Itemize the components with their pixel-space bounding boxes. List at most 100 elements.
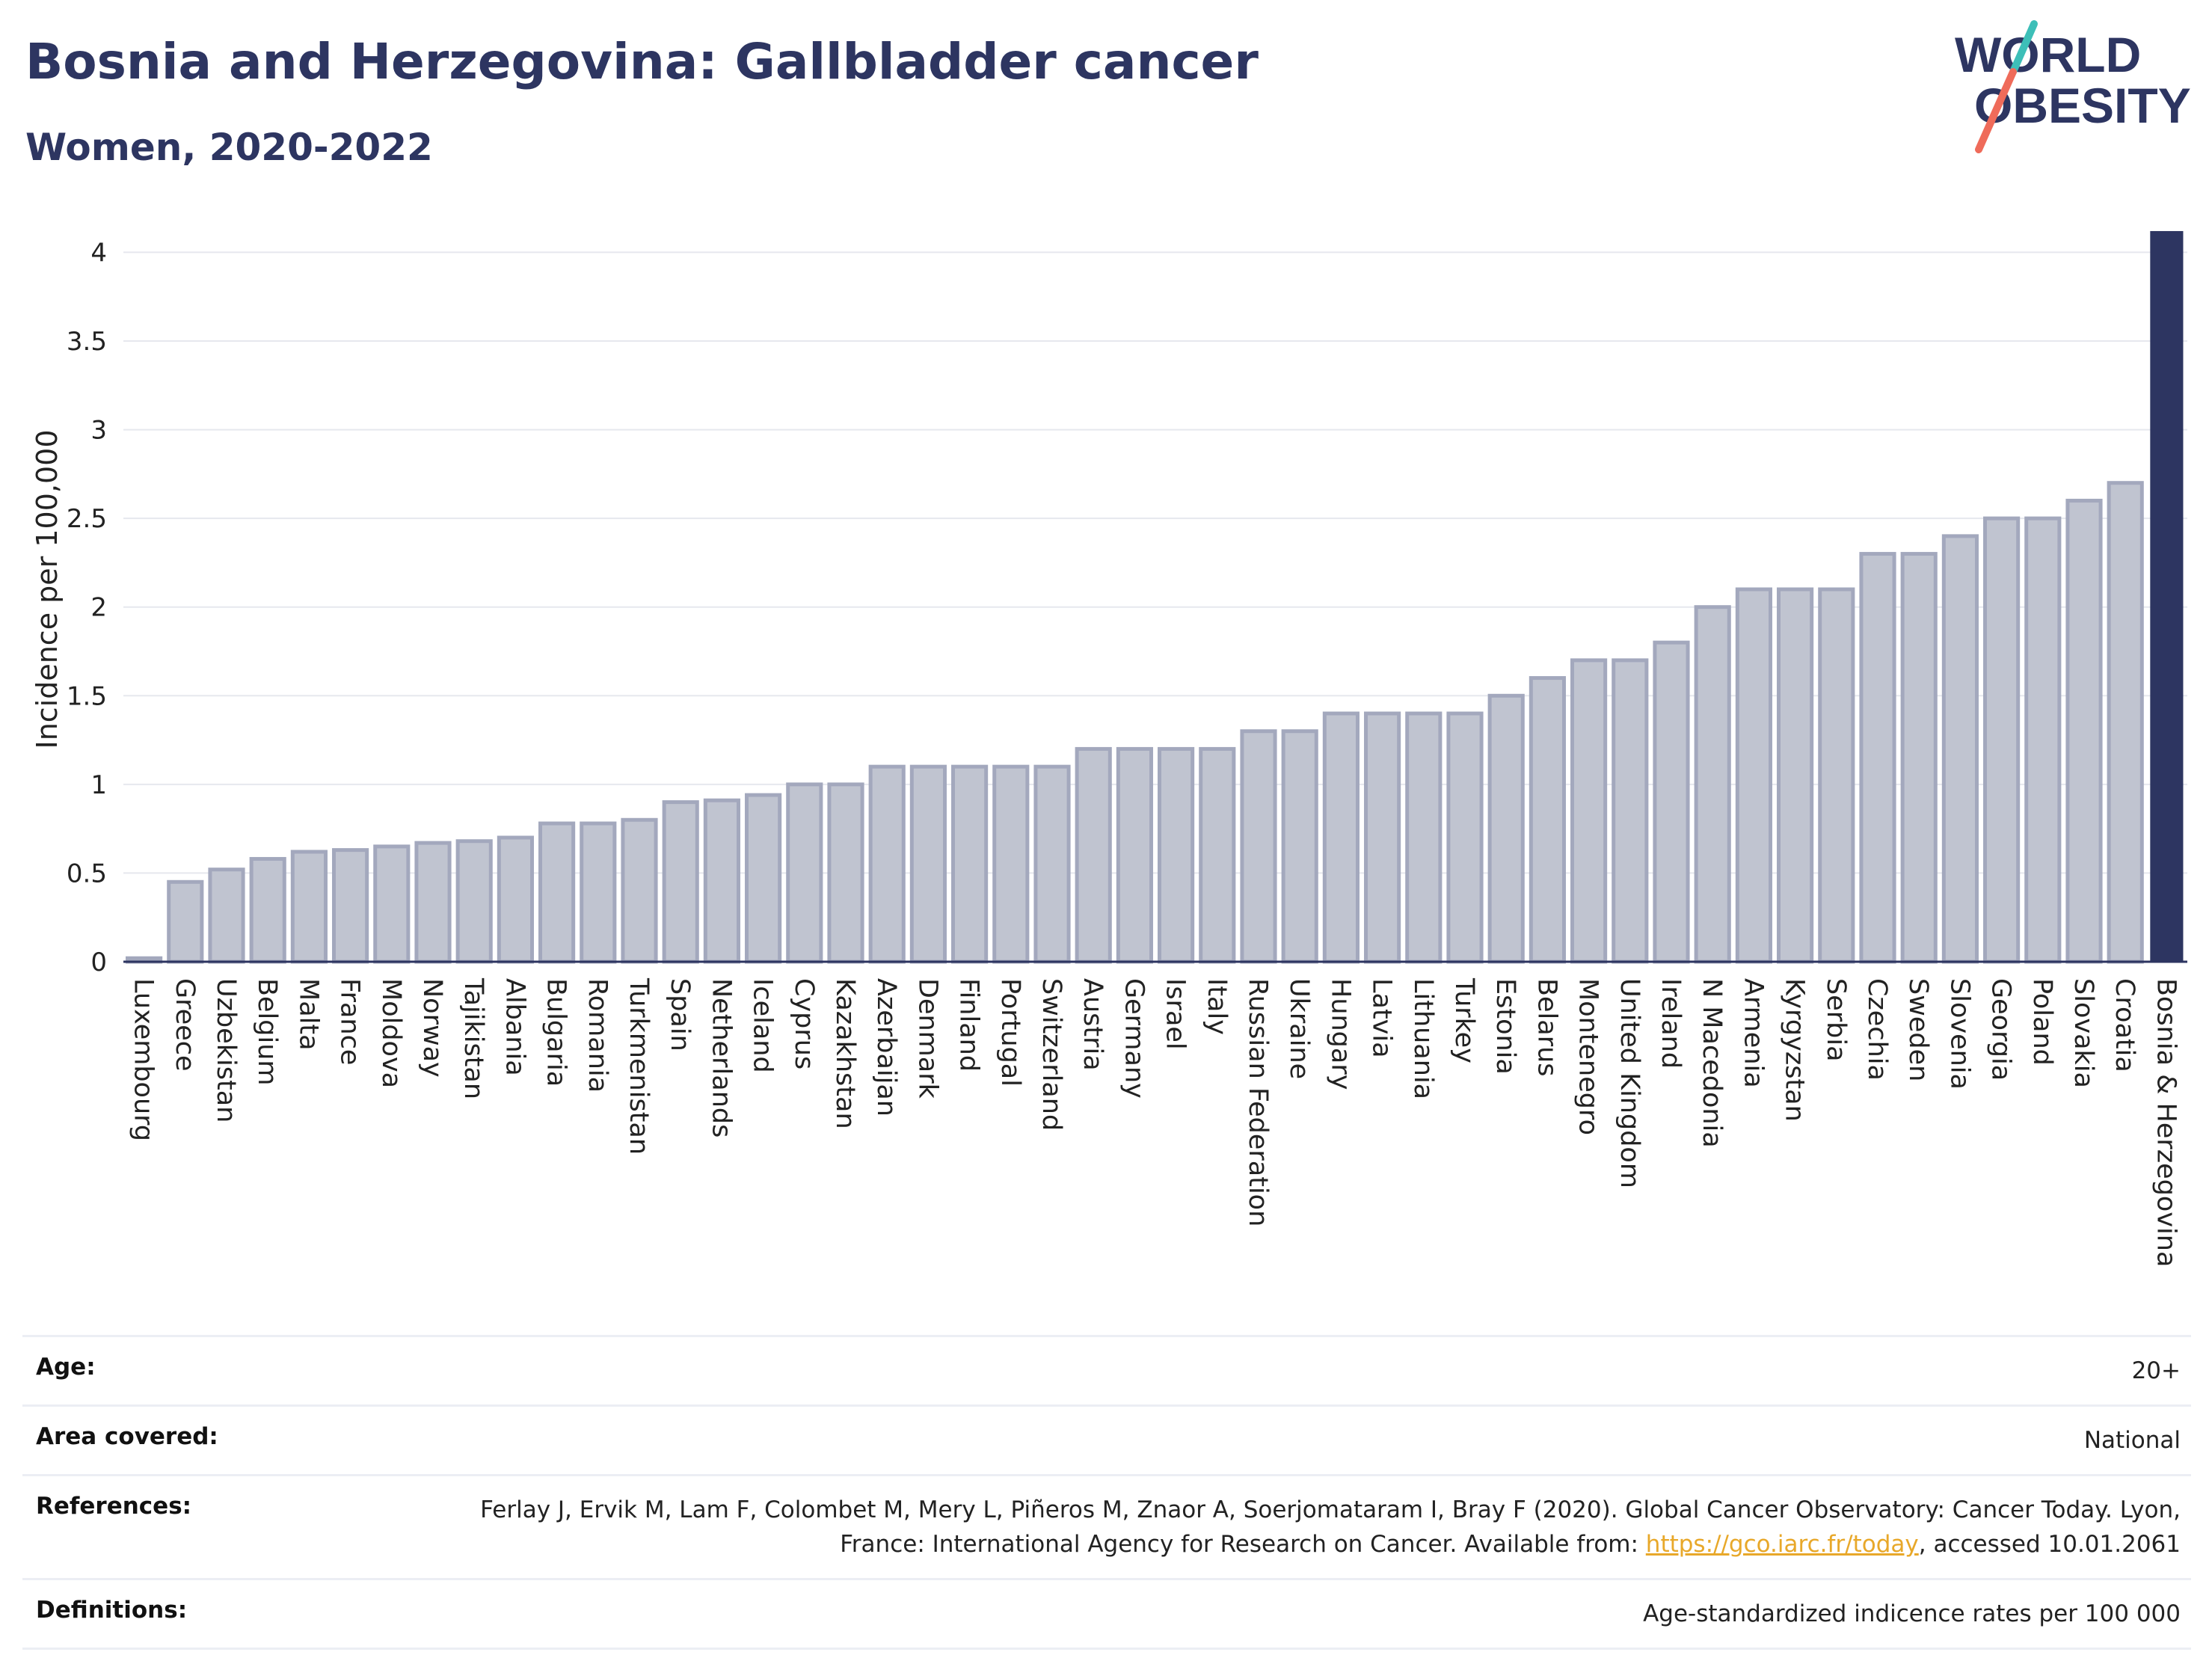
bar bbox=[1941, 534, 1979, 964]
definitions-value: Age-standardized indicence rates per 100… bbox=[1643, 1600, 2181, 1627]
x-tick-label: Norway bbox=[417, 978, 447, 1078]
bar bbox=[909, 764, 947, 964]
x-tick-label: Germany bbox=[1119, 978, 1149, 1099]
bar bbox=[414, 841, 452, 964]
bar bbox=[827, 782, 864, 964]
bar bbox=[167, 879, 204, 964]
x-tick-label: Kyrgyzstan bbox=[1780, 978, 1810, 1122]
x-tick-label: Netherlands bbox=[706, 978, 736, 1137]
bar bbox=[1570, 658, 1608, 964]
bar bbox=[1405, 711, 1443, 964]
x-tick-label: Lithuania bbox=[1408, 978, 1438, 1099]
logo-word-1: WORLD bbox=[1955, 27, 2141, 82]
age-label: Age: bbox=[36, 1354, 96, 1381]
x-tick-label: Austria bbox=[1078, 978, 1107, 1071]
meta-row-references: References: Ferlay J, Ervik M, Lam F, Co… bbox=[22, 1474, 2191, 1578]
x-tick-label: Israel bbox=[1161, 978, 1191, 1050]
bar bbox=[1116, 746, 1153, 964]
bar bbox=[1281, 729, 1318, 964]
bar-chart: 0 0.5 1 1.5 2 2.5 3 3.5 4 Incidence per 100,000 Lu… bbox=[31, 230, 2187, 1267]
x-tick-label: Hungary bbox=[1325, 978, 1355, 1090]
y-tick-label: 0 bbox=[90, 948, 107, 977]
logo-slash-teal bbox=[2009, 20, 2038, 76]
x-tick-label: Turkmenistan bbox=[624, 977, 654, 1155]
y-tick-label: 2.5 bbox=[67, 504, 107, 534]
area-value: National bbox=[2083, 1427, 2181, 1454]
references-link[interactable]: https://gco.iarc.fr/today bbox=[1645, 1531, 1919, 1558]
x-tick-label: Romania bbox=[583, 978, 612, 1093]
bar bbox=[745, 793, 782, 964]
x-tick-label: Georgia bbox=[1986, 978, 2016, 1081]
x-tick-label: Russian Federation bbox=[1243, 978, 1273, 1226]
x-tick-label: Latvia bbox=[1367, 978, 1397, 1058]
bar bbox=[1777, 587, 1814, 964]
bar bbox=[290, 850, 328, 964]
bar bbox=[2150, 230, 2184, 962]
x-tick-label: Slovakia bbox=[2068, 978, 2098, 1088]
y-tick-label: 3 bbox=[90, 416, 107, 446]
bar bbox=[1529, 676, 1566, 964]
y-tick-label: 3.5 bbox=[67, 327, 107, 357]
bar bbox=[1859, 552, 1896, 964]
x-tick-label: Finland bbox=[954, 978, 984, 1072]
bar bbox=[703, 798, 740, 964]
x-tick-label: Azerbaijan bbox=[871, 978, 901, 1117]
x-tick-label: Moldova bbox=[376, 978, 406, 1088]
bar bbox=[621, 817, 658, 964]
x-tick-label: Greece bbox=[170, 978, 200, 1072]
y-tick-label: 0.5 bbox=[67, 859, 107, 888]
x-tick-label: Ukraine bbox=[1284, 978, 1314, 1079]
x-tick-label: Turkey bbox=[1449, 977, 1479, 1063]
x-tick-label: Cyprus bbox=[789, 978, 819, 1069]
y-tick-label: 4 bbox=[90, 238, 107, 268]
bar bbox=[1199, 746, 1236, 964]
bar bbox=[1033, 764, 1071, 964]
bar bbox=[786, 782, 823, 964]
bar bbox=[868, 764, 906, 964]
x-tick-label: United Kingdom bbox=[1615, 978, 1644, 1188]
x-tick-label: Armenia bbox=[1738, 978, 1768, 1088]
bar bbox=[497, 835, 534, 964]
x-tick-label: Croatia bbox=[2110, 978, 2139, 1072]
page-subtitle: Women, 2020-2022 bbox=[25, 126, 433, 169]
bar bbox=[662, 800, 699, 964]
x-tick-label: Sweden bbox=[1903, 978, 1933, 1081]
meta-row-definitions: Definitions: Age-standardized indicence … bbox=[22, 1578, 2191, 1650]
x-tick-label: Albania bbox=[500, 978, 529, 1076]
bar bbox=[1487, 693, 1525, 964]
bar bbox=[1612, 658, 1649, 964]
metadata-table: Age: 20+ Area covered: National Referenc… bbox=[22, 1335, 2191, 1650]
bar bbox=[1240, 729, 1277, 964]
y-tick-label: 1.5 bbox=[67, 681, 107, 711]
y-tick-label: 1 bbox=[90, 770, 107, 800]
x-tick-label: Tajikistan bbox=[458, 977, 488, 1099]
bar bbox=[455, 839, 493, 964]
bar bbox=[2065, 498, 2103, 964]
bar bbox=[951, 764, 989, 964]
x-tick-label: Iceland bbox=[748, 978, 778, 1073]
world-obesity-logo: WORLD OBESITY bbox=[1955, 20, 2191, 153]
references-text: Ferlay J, Ervik M, Lam F, Colombet M, Me… bbox=[480, 1496, 2181, 1558]
bar bbox=[332, 848, 369, 964]
bar bbox=[2107, 481, 2144, 964]
x-tick-label: Bulgaria bbox=[541, 978, 571, 1087]
bar bbox=[1694, 605, 1731, 964]
x-tick-label: Slovenia bbox=[1944, 978, 1974, 1090]
x-tick-label: Belgium bbox=[252, 978, 282, 1086]
x-tick-label: Uzbekistan bbox=[211, 978, 241, 1123]
x-tick-label: Czechia bbox=[1862, 978, 1892, 1081]
bar bbox=[249, 856, 286, 964]
x-tick-label: Serbia bbox=[1821, 978, 1851, 1062]
bar bbox=[208, 868, 245, 964]
logo-slash-coral bbox=[1975, 68, 2017, 153]
x-tick-label: Switzerland bbox=[1036, 978, 1066, 1131]
bar bbox=[1735, 587, 1772, 964]
x-tick-label: Denmark bbox=[912, 978, 942, 1099]
x-tick-label: Italy bbox=[1202, 978, 1232, 1035]
bar bbox=[373, 844, 411, 964]
bar bbox=[1075, 746, 1112, 964]
x-tick-label: Portugal bbox=[995, 978, 1025, 1087]
bar bbox=[1900, 552, 1938, 964]
x-tick-label: Montenegro bbox=[1573, 978, 1603, 1135]
x-tick-label: Malta bbox=[293, 978, 323, 1051]
